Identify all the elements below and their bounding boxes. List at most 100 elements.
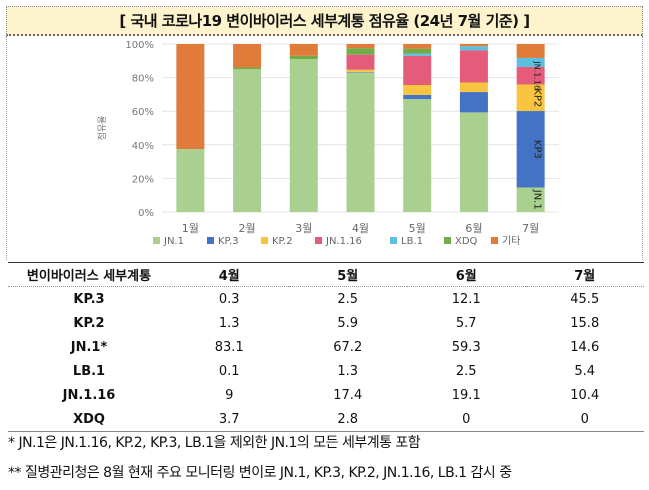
legend-swatch xyxy=(207,237,214,244)
chart-title: [ 국내 코로나19 변이바이러스 세부계통 점유율 (24년 7월 기준) ] xyxy=(6,6,643,36)
value-cell: 1.3 xyxy=(218,315,240,331)
bar-segment-기타 xyxy=(516,44,545,58)
x-tick-label: 3월 xyxy=(295,222,312,235)
value-cell: 3.7 xyxy=(170,407,289,432)
x-tick-label: 5월 xyxy=(409,222,426,235)
x-tick-label: 2월 xyxy=(239,222,256,235)
header-cell: 6월 xyxy=(407,262,526,287)
legend-swatch xyxy=(491,237,498,244)
bar-segment-XDQ xyxy=(403,48,432,54)
bar-segment-JN.1.16 xyxy=(403,55,432,85)
legend-swatch xyxy=(153,237,160,244)
table-header-row: 변이바이러스 세부계통 4월 5월 6월 7월 xyxy=(8,262,644,287)
bar-segment-기타 xyxy=(346,44,375,49)
header-cell: 4월 xyxy=(170,262,289,287)
y-axis-label: 점유율 xyxy=(96,116,108,141)
value-cell: 15.8 xyxy=(570,315,600,331)
value-cell: 2.5 xyxy=(455,363,477,379)
y-tick-label: 40% xyxy=(132,141,154,152)
value-cell: 0 xyxy=(407,407,526,432)
value-cell: 14.6 xyxy=(570,339,600,355)
chart-area: 0% 20% 40% 60% 80% 100% 점유율 1월 2월 3월 4월 5월 6월 7월 JN.1 K… xyxy=(6,36,643,260)
legend-label: KP.3 xyxy=(218,236,239,247)
bar-segment-기타 xyxy=(176,44,205,149)
value-cell: 45.5 xyxy=(570,291,600,307)
value-cell: 1.3 xyxy=(337,363,359,379)
header-cell: 변이바이러스 세부계통 xyxy=(8,262,170,287)
table-row: JN.1* 83.1 67.2 59.3 14.6 xyxy=(8,335,644,359)
x-tick-label: 4월 xyxy=(352,222,369,235)
bar-data-label: JN.1.16 xyxy=(533,60,542,90)
x-tick-label: 6월 xyxy=(465,222,482,235)
bar-segment-JN.1.16 xyxy=(459,50,488,83)
legend-swatch xyxy=(390,237,397,244)
value-cell: 59.3 xyxy=(451,339,481,355)
table-row: JN.1.16 9 17.4 19.1 10.4 xyxy=(8,383,644,407)
bar-segment-KP.2 xyxy=(459,82,488,93)
bar-segment-KP.3 xyxy=(346,71,375,73)
variant-label: KP.2 xyxy=(73,315,105,331)
legend-swatch xyxy=(444,237,451,244)
bar-segment-기타 xyxy=(459,44,488,47)
y-tick-label: 0% xyxy=(138,208,154,219)
variant-label: XDQ xyxy=(8,407,170,432)
variant-label: LB.1 xyxy=(72,363,106,379)
data-table: 변이바이러스 세부계통 4월 5월 6월 7월 KP.3 0.3 2.5 12.1 45… xyxy=(8,262,644,432)
bar-segment-JN.1 xyxy=(403,99,432,212)
x-tick-label: 1월 xyxy=(182,222,199,235)
legend-swatch xyxy=(315,237,322,244)
value-cell: 2.5 xyxy=(337,291,359,307)
value-cell: 83.1 xyxy=(214,339,244,355)
y-tick-label: 100% xyxy=(125,40,154,51)
variant-label: KP.3 xyxy=(73,291,105,307)
bar-segment-기타 xyxy=(233,44,262,68)
bar-segment-JN.1.16 xyxy=(346,54,375,70)
legend-label: XDQ xyxy=(455,236,478,247)
bar-segment-JN.1 xyxy=(516,187,545,212)
value-cell: 0 xyxy=(525,407,644,432)
bar-segment-XDQ xyxy=(346,48,375,55)
variant-label: JN.1* xyxy=(70,339,108,355)
bar-segment-JN.1 xyxy=(346,72,375,212)
legend-label: JN.1 xyxy=(163,236,184,247)
table-row: LB.1 0.1 1.3 2.5 5.4 xyxy=(8,359,644,383)
legend-label: LB.1 xyxy=(401,236,423,247)
bar-segment-XDQ xyxy=(233,67,262,70)
legend-label: 기타 xyxy=(502,235,520,247)
y-tick-label: 60% xyxy=(132,107,154,118)
bar-segment-LB.1 xyxy=(403,53,432,56)
y-tick-label: 20% xyxy=(132,174,154,185)
bar-segment-LB.1 xyxy=(459,46,488,51)
value-cell: 0.3 xyxy=(218,291,240,307)
y-tick-label: 80% xyxy=(132,74,154,85)
value-cell: 5.4 xyxy=(574,363,596,379)
bar-segment-JN.1 xyxy=(176,149,205,212)
value-cell: 5.9 xyxy=(337,315,359,331)
x-tick-label: 7월 xyxy=(522,222,539,235)
value-cell: 9 xyxy=(225,387,234,403)
bar-segment-JN.1 xyxy=(459,112,488,212)
bar-segment-XDQ xyxy=(289,55,318,60)
bar-data-label: KP3 xyxy=(532,140,543,159)
value-cell: 17.4 xyxy=(333,387,363,403)
bar-segment-JN.1.16 xyxy=(516,67,545,85)
table-row: KP.2 1.3 5.9 5.7 15.8 xyxy=(8,311,644,335)
bar-data-label: KP2 xyxy=(532,88,543,107)
value-cell: 19.1 xyxy=(451,387,481,403)
legend-label: KP.2 xyxy=(272,236,293,247)
table-row: XDQ 3.7 2.8 0 0 xyxy=(8,407,644,432)
bar-segment-JN.1 xyxy=(233,69,262,212)
header-cell: 7월 xyxy=(525,262,644,287)
bar-segment-KP.3 xyxy=(459,92,488,113)
bar-segment-KP.2 xyxy=(516,84,545,112)
bar-segment-KP.2 xyxy=(346,69,375,72)
value-cell: 67.2 xyxy=(333,339,363,355)
bar-segment-JN.1 xyxy=(289,59,318,213)
bar-segment-KP.3 xyxy=(403,94,432,100)
bar-segment-기타 xyxy=(403,44,432,49)
variant-label: JN.1.16 xyxy=(62,387,116,403)
value-cell: 2.8 xyxy=(288,407,407,432)
legend-swatch xyxy=(261,237,268,244)
footnote-1: * JN.1은 JN.1.16, KP.2, KP.3, LB.1을 제외한 J… xyxy=(8,435,421,451)
